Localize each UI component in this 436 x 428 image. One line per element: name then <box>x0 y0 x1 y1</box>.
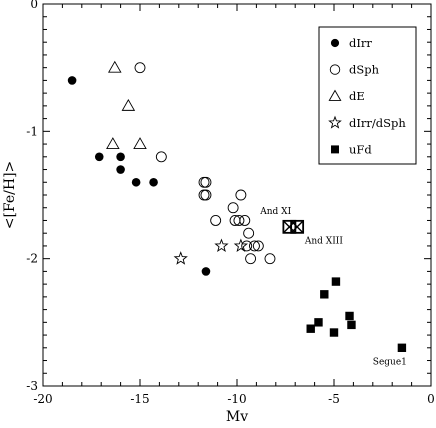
legend-marker <box>331 145 339 154</box>
annotation-label: And XI <box>259 207 291 217</box>
point-de <box>121 98 136 111</box>
point-dirr <box>201 267 211 276</box>
point-dirr <box>94 152 104 162</box>
point-dirr <box>131 177 141 187</box>
legend-label: uFd <box>349 142 372 156</box>
annotation-label: And XIII <box>304 236 343 246</box>
point-ufd <box>397 343 407 352</box>
y-axis-title: <[Fe/H]> <box>2 161 18 230</box>
legend-label: dE <box>349 89 365 103</box>
legend: dIrr dSph dE dIrr/dSph uFd <box>318 26 417 165</box>
point-dsph <box>241 240 253 252</box>
point-de <box>108 60 122 73</box>
point-dsph <box>210 215 222 226</box>
point-ufd <box>347 320 356 330</box>
point-ufd <box>320 290 329 299</box>
point-dsph <box>239 215 251 226</box>
point-dsph <box>233 215 245 226</box>
y-tick-label: -3 <box>26 379 38 393</box>
point-dirr <box>149 177 158 187</box>
point-dsph <box>200 189 212 201</box>
y-tick-label: 0 <box>30 0 38 11</box>
point-dsph <box>252 240 264 252</box>
point-ufd <box>331 277 341 286</box>
point-dsph <box>134 62 146 74</box>
series-ufd <box>306 277 407 352</box>
legend-marker <box>328 89 342 101</box>
x-tick-label: -10 <box>227 392 246 406</box>
x-axis-title: Mv <box>226 409 248 425</box>
point-de <box>133 137 147 150</box>
point-ufd <box>306 324 315 333</box>
point-dsph <box>249 240 260 252</box>
boxed-x-square <box>290 219 305 234</box>
point-dsph <box>227 202 239 214</box>
series-dirr-dsph <box>173 238 249 265</box>
point-dirr-dsph <box>214 238 229 252</box>
point-dsph <box>155 151 167 163</box>
boxed-x-stroke <box>290 220 304 234</box>
y-tick-label: -2 <box>26 252 38 266</box>
point-dirr-dsph <box>233 238 249 252</box>
point-ufd <box>314 318 323 327</box>
legend-marker <box>330 38 340 48</box>
series-boxed-x <box>282 219 305 234</box>
series-dirr <box>67 76 211 276</box>
x-tick-label: -15 <box>130 392 149 406</box>
point-boxed-x <box>290 219 305 234</box>
boxed-x-square <box>282 219 297 234</box>
legend-marker <box>328 115 342 129</box>
legend-box <box>318 26 417 165</box>
y-tick-label: -1 <box>26 124 38 138</box>
point-dsph <box>264 253 276 265</box>
point-dsph <box>243 227 255 239</box>
point-ufd <box>345 311 354 321</box>
point-dirr <box>116 152 125 162</box>
point-dsph <box>200 176 212 188</box>
data-points <box>67 60 407 352</box>
legend-label: dIrr <box>349 36 372 50</box>
series-dsph <box>134 62 276 265</box>
point-dsph <box>245 253 257 265</box>
point-de <box>106 137 120 150</box>
series-de <box>106 60 147 150</box>
point-dirr-dsph <box>173 251 188 265</box>
axis-ticks <box>42 3 432 387</box>
point-ufd <box>329 328 339 337</box>
legend-marker <box>329 64 341 75</box>
legend-label: dSph <box>349 63 380 77</box>
axis-tick-labels: -20 -15 -10 -5 0 0 -1 -2 -3 <box>26 0 435 406</box>
x-tick-label: -5 <box>328 392 340 406</box>
legend-label: dIrr/dSph <box>349 116 406 130</box>
point-dsph <box>235 189 247 201</box>
x-tick-label: -20 <box>33 392 52 406</box>
point-dirr <box>116 165 125 174</box>
annotation-label: Segue1 <box>373 357 407 367</box>
annotations: And XI And XIII Segue1 <box>259 207 407 367</box>
x-tick-label: 0 <box>427 392 435 406</box>
point-dirr <box>67 76 77 85</box>
